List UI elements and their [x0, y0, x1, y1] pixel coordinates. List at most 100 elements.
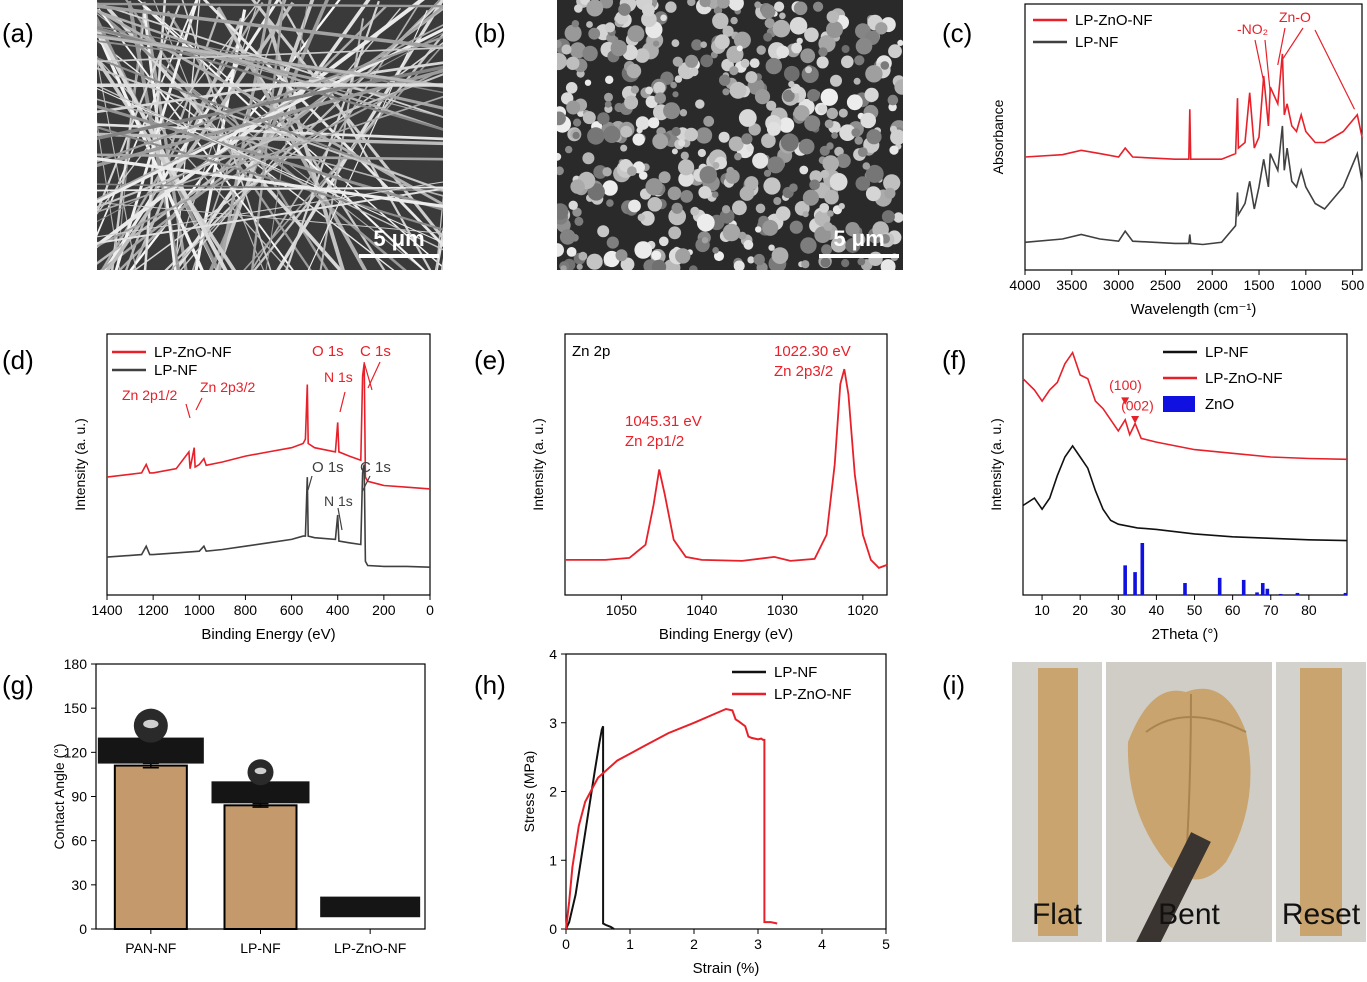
- nanoparticle: [865, 65, 883, 83]
- nanoparticle: [627, 166, 637, 177]
- nanoparticle: [754, 1, 762, 9]
- photo-bent: Bent: [1106, 662, 1272, 942]
- nanoparticle: [890, 129, 903, 145]
- nanoparticle: [880, 61, 890, 70]
- annotation-1045: 1045.31 eV: [625, 413, 702, 430]
- nanoparticle: [582, 152, 595, 165]
- nanoparticle: [807, 89, 820, 102]
- fiber: [97, 36, 443, 163]
- panel-label-e: (e): [474, 345, 506, 375]
- nanoparticle: [776, 45, 790, 59]
- nanoparticle: [728, 0, 744, 11]
- nanoparticle: [651, 259, 667, 270]
- x-tick-label: 30: [1111, 602, 1127, 618]
- nanoparticle: [684, 127, 698, 142]
- nanoparticle: [857, 147, 868, 158]
- nanoparticle: [860, 112, 876, 129]
- nanoparticle: [729, 66, 739, 76]
- scalebar-b-bar: [819, 254, 899, 258]
- nanoparticle: [756, 45, 766, 55]
- nanoparticle: [557, 111, 566, 126]
- nanoparticle: [763, 177, 781, 195]
- annotation-zn2p32: Zn 2p3/2: [200, 379, 255, 395]
- panel-label-h: (h): [474, 670, 506, 700]
- y-axis-label: Stress (MPa): [521, 751, 537, 833]
- nanoparticle: [782, 89, 795, 102]
- nanoparticle: [700, 54, 714, 68]
- fiber: [97, 98, 443, 197]
- nanoparticle: [679, 109, 688, 117]
- series-line: [1022, 350, 1348, 461]
- nanoparticle: [635, 116, 650, 130]
- nanoparticle: [566, 100, 581, 115]
- series-line: [565, 707, 778, 930]
- nanoparticle: [624, 95, 639, 110]
- sem-image-b: 5 μm: [557, 0, 903, 270]
- nanoparticle: [766, 121, 781, 136]
- fiber: [105, 1, 295, 270]
- nanoparticle: [689, 265, 698, 270]
- fiber: [97, 40, 443, 88]
- x-tick-label: 600: [280, 602, 304, 618]
- x-tick-label: 1040: [686, 602, 717, 618]
- annotation-zn2p32: Zn 2p3/2: [774, 363, 833, 380]
- annotation-arrow: [361, 475, 371, 493]
- nanoparticle: [796, 37, 803, 45]
- droplet-substrate: [211, 781, 310, 804]
- nanoparticle: [804, 27, 819, 43]
- nanoparticle: [880, 234, 890, 244]
- nanoparticle: [855, 37, 873, 55]
- nanoparticle: [753, 253, 765, 266]
- annotation-arrow: [1264, 39, 1271, 93]
- annotation-zno: Zn-O: [1279, 9, 1311, 25]
- nanoparticle: [865, 186, 881, 202]
- nanoparticle: [791, 42, 802, 54]
- nanoparticle: [695, 127, 713, 144]
- nanoparticle: [602, 180, 618, 196]
- scalebar-a-bar: [359, 254, 439, 258]
- annotation-zn2p12: Zn 2p1/2: [122, 387, 177, 403]
- annotation-arrow: [367, 361, 381, 389]
- nanoparticle: [722, 25, 734, 37]
- fiber: [97, 35, 443, 88]
- y-tick-label: 1: [549, 852, 557, 868]
- nanoparticle: [823, 221, 833, 231]
- reference-stick: [1183, 583, 1187, 595]
- nanoparticle: [774, 1, 785, 12]
- annotation-arrow: [1281, 27, 1304, 60]
- legend-label: LP-NF: [154, 362, 197, 379]
- nanoparticle: [897, 39, 903, 46]
- nanoparticle: [711, 191, 719, 198]
- nanoparticle: [637, 213, 646, 222]
- nanoparticle: [884, 187, 896, 199]
- annotation-arrow: [195, 397, 203, 411]
- nanoparticle: [678, 159, 695, 176]
- x-tick-label: 1200: [138, 602, 169, 618]
- nanoparticle: [763, 32, 773, 42]
- nanoparticle: [838, 203, 845, 210]
- nanoparticle: [642, 3, 655, 17]
- reference-stick: [1343, 592, 1348, 595]
- y-axis-label: Absorbance: [990, 99, 1006, 174]
- fiber: [97, 181, 443, 238]
- nanoparticle: [670, 81, 677, 89]
- nanoparticle: [851, 128, 861, 137]
- nanoparticle: [728, 136, 744, 152]
- fiber: [97, 32, 443, 223]
- nanoparticle: [630, 85, 639, 94]
- nanoparticle: [565, 145, 573, 154]
- nanoparticle: [827, 210, 834, 217]
- nanoparticle: [767, 156, 785, 174]
- annotation-o1s-lpnf: O 1s: [312, 459, 344, 476]
- nanoparticle: [578, 251, 588, 261]
- nanoparticle: [788, 81, 795, 88]
- legend-swatch: [1163, 396, 1195, 412]
- nanoparticle: [703, 115, 715, 127]
- photo-caption-flat: Flat: [1031, 898, 1082, 931]
- nanoparticle: [866, 129, 882, 145]
- nanoparticle: [821, 244, 832, 256]
- annotation-zn2p: Zn 2p: [572, 343, 610, 360]
- flat-strip: [1038, 668, 1078, 936]
- nanoparticle: [628, 199, 641, 213]
- sem-image-a: 5 μm: [97, 0, 443, 270]
